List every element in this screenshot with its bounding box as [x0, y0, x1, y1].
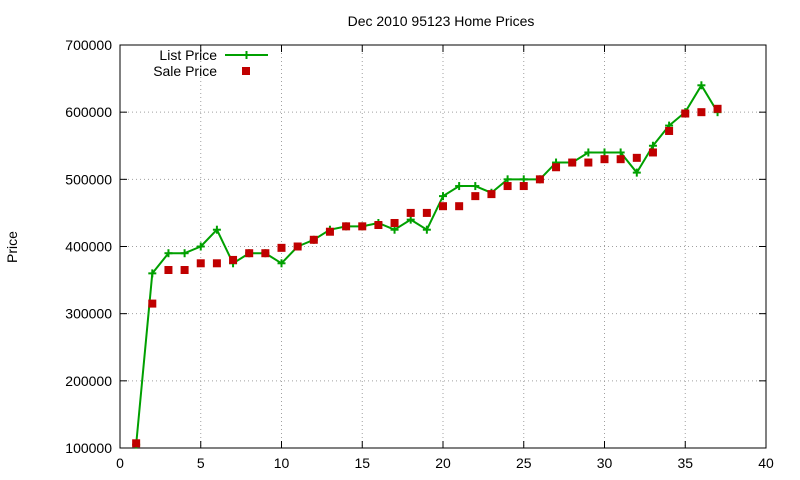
legend-label-sale-price: Sale Price [153, 63, 217, 79]
series [132, 81, 722, 449]
list-price-point [148, 269, 157, 278]
axis-ticks [119, 44, 767, 449]
sale-price-point [277, 243, 286, 252]
list-price-point [212, 225, 221, 234]
sale-price-point [132, 439, 141, 448]
sale-price-point [180, 266, 189, 275]
x-tick-label: 20 [435, 455, 451, 471]
sale-price-point [293, 242, 302, 251]
sale-price-point [212, 259, 221, 268]
x-axis-tick-labels: 0 5 10 15 20 25 30 35 40 [116, 455, 774, 471]
list-price-point [277, 259, 286, 268]
sale-price-point [487, 190, 496, 199]
sale-price-point [535, 175, 544, 184]
grid [120, 45, 766, 448]
list-price-point [471, 182, 480, 191]
y-tick-label: 500000 [65, 171, 112, 187]
legend-label-list-price: List Price [159, 47, 217, 63]
list-price-point [584, 148, 593, 157]
list-price-point [422, 225, 431, 234]
list-price-point [616, 148, 625, 157]
list-price-point [519, 175, 528, 184]
sale-price-point [568, 158, 577, 167]
x-tick-label: 25 [516, 455, 532, 471]
list-price-point [632, 168, 641, 177]
sale-price-point [519, 182, 528, 191]
sale-price-point [471, 192, 480, 201]
sale-price-point [616, 155, 625, 164]
list-price-point [180, 249, 189, 258]
y-tick-label: 300000 [65, 306, 112, 322]
list-price-point [503, 175, 512, 184]
sale-price-point [229, 255, 238, 264]
sale-price-point [713, 104, 722, 113]
sale-price-point [584, 158, 593, 167]
sale-price-point [600, 155, 609, 164]
sale-price-point [358, 222, 367, 231]
legend-plus-glyph [242, 51, 251, 59]
list-price-point [455, 182, 464, 191]
y-tick-label: 700000 [65, 37, 112, 53]
list-price-point [390, 225, 399, 234]
sale-price-point [648, 148, 657, 157]
y-tick-label: 400000 [65, 239, 112, 255]
sale-price-point [164, 266, 173, 275]
y-axis-tick-labels: 100000 200000 300000 400000 500000 600000 7000… [65, 37, 112, 456]
list-price-point [648, 141, 657, 150]
x-tick-label: 15 [354, 455, 370, 471]
y-axis-label: Price [4, 231, 20, 263]
sale-price-point [552, 163, 561, 172]
legend: List Price Sale Price [153, 47, 268, 79]
series-sale-price [132, 104, 722, 448]
sale-price-point [632, 153, 641, 162]
list-price-point [406, 215, 415, 224]
chart-title: Dec 2010 95123 Home Prices [348, 13, 535, 29]
y-tick-label: 100000 [65, 440, 112, 456]
sale-price-point [261, 249, 270, 258]
sale-price-point [342, 222, 351, 231]
sale-price-point [665, 126, 674, 135]
sale-price-point [503, 182, 512, 191]
x-tick-label: 10 [274, 455, 290, 471]
sale-price-point [245, 249, 254, 258]
sale-price-point [439, 202, 447, 211]
legend-marker-list-price [242, 51, 251, 59]
sale-price-point [681, 109, 690, 118]
y-tick-label: 600000 [65, 104, 112, 120]
list-price-point [697, 81, 706, 90]
x-tick-label: 5 [197, 455, 205, 471]
sale-price-point [455, 202, 464, 211]
sale-price-point [325, 227, 334, 236]
y-tick-label: 200000 [65, 373, 112, 389]
x-tick-label: 30 [597, 455, 613, 471]
list-price-point [439, 192, 447, 201]
sale-price-point [390, 218, 399, 227]
sale-price-point [374, 221, 383, 230]
sale-price-point [697, 108, 706, 117]
x-tick-label: 40 [758, 455, 774, 471]
x-tick-label: 0 [116, 455, 124, 471]
sale-price-point [422, 208, 431, 217]
list-price-point [196, 242, 205, 251]
x-tick-label: 35 [677, 455, 693, 471]
legend-marker-sale-price [242, 67, 250, 75]
sale-price-point [196, 259, 205, 268]
sale-price-point [406, 208, 415, 217]
sale-price-point [148, 299, 157, 308]
list-price-line [135, 84, 719, 445]
list-price-point [600, 148, 609, 157]
sale-price-point [309, 235, 318, 244]
list-price-point [164, 249, 173, 258]
